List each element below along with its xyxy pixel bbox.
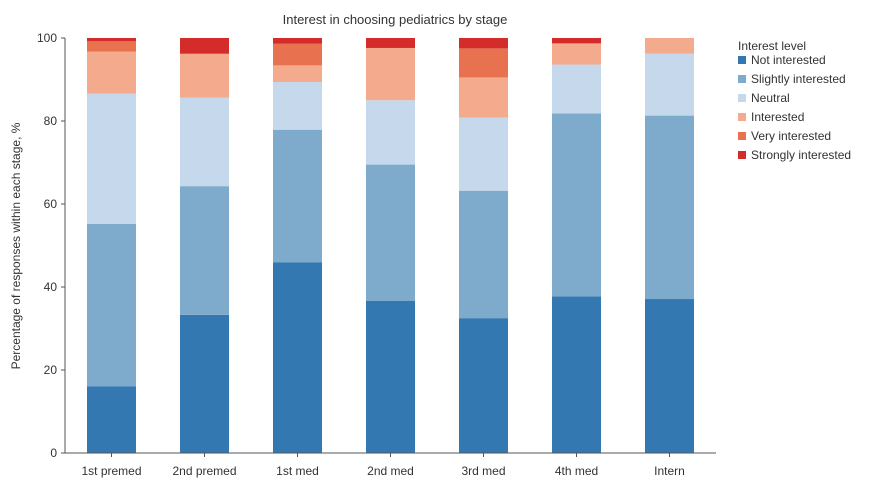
bar-segment-3rd-med-neutral — [459, 117, 508, 191]
legend-swatch-interested — [738, 113, 746, 121]
x-tick-label-3rd-med: 3rd med — [461, 464, 505, 478]
bar-segment-1st-premed-strongly-interested — [87, 38, 136, 42]
legend-swatch-not-interested — [738, 56, 746, 64]
bar-segment-4th-med-neutral — [552, 64, 601, 114]
bar-segment-intern-not-interested — [645, 299, 694, 453]
bar-segment-1st-med-slightly-interested — [273, 129, 322, 263]
bar-segment-1st-med-very-interested — [273, 43, 322, 66]
bar-segment-1st-premed-very-interested — [87, 41, 136, 52]
legend-label-not-interested: Not interested — [751, 53, 826, 67]
bar-segment-1st-med-interested — [273, 65, 322, 82]
bar-segment-2nd-premed-slightly-interested — [180, 186, 229, 315]
y-axis-title: Percentage of responses within each stag… — [9, 122, 23, 369]
bar-segment-intern-interested — [645, 38, 694, 54]
y-tick-label-60: 60 — [44, 197, 58, 211]
bar-segment-2nd-premed-interested — [180, 53, 229, 98]
bar-segment-1st-premed-neutral — [87, 93, 136, 224]
legend-swatch-neutral — [738, 94, 746, 102]
bar-segment-1st-med-strongly-interested — [273, 38, 322, 44]
bar-segment-2nd-med-interested — [366, 47, 415, 101]
legend-label-neutral: Neutral — [751, 91, 790, 105]
y-tick-label-0: 0 — [50, 446, 57, 460]
x-tick-label-2nd-med: 2nd med — [367, 464, 414, 478]
bar-segment-2nd-med-neutral — [366, 100, 415, 165]
bar-segment-3rd-med-not-interested — [459, 318, 508, 454]
bar-segment-3rd-med-strongly-interested — [459, 38, 508, 49]
bars-layer — [87, 38, 694, 454]
y-tick-label-100: 100 — [37, 31, 57, 45]
x-tick-label-1st-med: 1st med — [276, 464, 319, 478]
legend-label-interested: Interested — [751, 110, 804, 124]
bar-segment-2nd-med-strongly-interested — [366, 38, 415, 48]
legend-title: Interest level — [738, 39, 806, 53]
bar-segment-2nd-med-slightly-interested — [366, 164, 415, 301]
bar-segment-1st-med-neutral — [273, 81, 322, 130]
bar-segment-2nd-med-not-interested — [366, 300, 415, 453]
bar-segment-intern-neutral — [645, 53, 694, 116]
bar-segment-4th-med-not-interested — [552, 296, 601, 453]
legend-swatch-very-interested — [738, 132, 746, 140]
legend-label-slightly-interested: Slightly interested — [751, 72, 846, 86]
x-tick-label-4th-med: 4th med — [555, 464, 598, 478]
legend: Interest level Not interested Slightly in… — [738, 39, 851, 162]
bar-segment-2nd-premed-strongly-interested — [180, 38, 229, 54]
bar-segment-3rd-med-very-interested — [459, 48, 508, 78]
y-tick-label-40: 40 — [44, 280, 58, 294]
bar-segment-4th-med-interested — [552, 43, 601, 65]
x-tick-label-intern: Intern — [654, 464, 685, 478]
legend-swatch-slightly-interested — [738, 75, 746, 83]
bar-segment-3rd-med-slightly-interested — [459, 190, 508, 319]
y-tick-label-20: 20 — [44, 363, 58, 377]
legend-label-very-interested: Very interested — [751, 129, 831, 143]
bar-segment-1st-premed-slightly-interested — [87, 223, 136, 387]
x-tick-label-1st-premed: 1st premed — [81, 464, 141, 478]
bar-segment-1st-premed-interested — [87, 51, 136, 94]
chart-title: Interest in choosing pediatrics by stage — [283, 12, 508, 27]
bar-segment-1st-med-not-interested — [273, 262, 322, 453]
bar-segment-4th-med-slightly-interested — [552, 113, 601, 297]
bar-segment-4th-med-strongly-interested — [552, 38, 601, 44]
y-tick-label-80: 80 — [44, 114, 58, 128]
bar-segment-2nd-premed-not-interested — [180, 314, 229, 453]
bar-segment-2nd-premed-neutral — [180, 97, 229, 187]
bar-segment-1st-premed-not-interested — [87, 386, 136, 453]
x-tick-label-2nd-premed: 2nd premed — [172, 464, 236, 478]
legend-swatch-strongly-interested — [738, 151, 746, 159]
axes-layer: 1st premed 2nd premed 1st med 2nd med 3rd me… — [37, 31, 716, 478]
bar-segment-3rd-med-interested — [459, 77, 508, 118]
bar-segment-intern-slightly-interested — [645, 115, 694, 300]
legend-label-strongly-interested: Strongly interested — [751, 148, 851, 162]
